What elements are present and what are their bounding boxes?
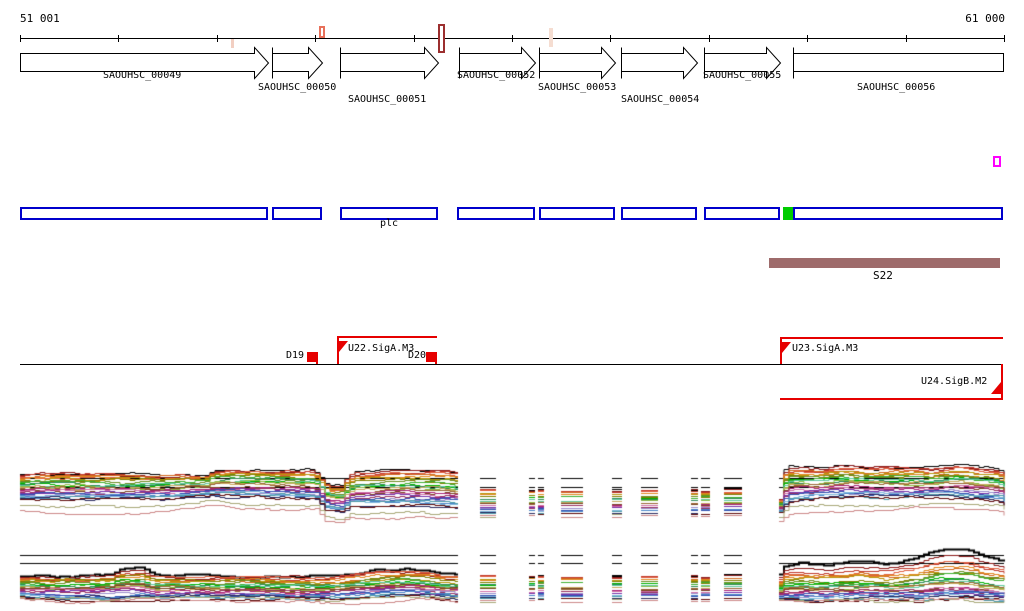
ruler-variant-mark[interactable] <box>319 26 325 38</box>
cds-box[interactable] <box>621 207 697 220</box>
gene-label-SAOUHSC_00055: SAOUHSC_00055 <box>703 70 782 81</box>
ruler-tick <box>20 35 21 42</box>
ruler-tick <box>906 35 907 42</box>
terminator-flag-D20[interactable] <box>426 352 437 362</box>
gene-label-SAOUHSC_00051: SAOUHSC_00051 <box>348 94 427 105</box>
promoter-pole <box>1001 364 1003 400</box>
feature-baseline <box>20 364 1001 365</box>
feature-label-U23.SigA.M3: U23.SigA.M3 <box>792 343 859 354</box>
gene-arrow-track <box>20 46 1004 80</box>
ruler-end-coordinate: 61 000 <box>965 12 1005 25</box>
gene-label-SAOUHSC_00049: SAOUHSC_00049 <box>103 70 182 81</box>
gene-arrow-SAOUHSC_00050[interactable] <box>272 46 324 80</box>
promoter-flag-U24.SigB.M2[interactable] <box>991 382 1001 394</box>
ruler-tick <box>414 35 415 42</box>
s22-rna-bar[interactable] <box>769 258 1000 268</box>
ruler-tick <box>1004 35 1005 42</box>
cds-box[interactable] <box>457 207 535 220</box>
feature-label-D19: D19 <box>286 350 305 361</box>
gene-label-SAOUHSC_00056: SAOUHSC_00056 <box>857 82 936 93</box>
feature-label-U22.SigA.M3: U22.SigA.M3 <box>348 343 415 354</box>
terminator-flag-D19[interactable] <box>307 352 318 362</box>
cds-box[interactable] <box>20 207 268 220</box>
ruler-variant-mark[interactable] <box>231 39 234 48</box>
gene-arrow-SAOUHSC_00056[interactable] <box>793 53 1004 72</box>
feature-label-U24.SigB.M2: U24.SigB.M2 <box>921 376 988 387</box>
cds-box[interactable] <box>793 207 1003 220</box>
terminator-pole <box>316 352 318 364</box>
s22-label: S22 <box>873 269 893 282</box>
ruler-tick <box>315 35 316 42</box>
gene-label-SAOUHSC_00052: SAOUHSC_00052 <box>457 70 536 81</box>
promoter-extent-line <box>780 337 1003 339</box>
ruler-tick <box>118 35 119 42</box>
gene-name-label-plc: plc <box>380 218 399 229</box>
ruler-tick <box>217 35 218 42</box>
promoter-flag-U23.SigA.M3[interactable] <box>782 342 791 353</box>
gene-label-SAOUHSC_00053: SAOUHSC_00053 <box>538 82 617 93</box>
cds-box[interactable] <box>539 207 615 220</box>
gene-arrow-SAOUHSC_00049[interactable] <box>20 46 270 80</box>
gene-arrow-SAOUHSC_00051[interactable] <box>340 46 440 80</box>
promoter-flag-U22.SigA.M3[interactable] <box>339 341 348 352</box>
gene-arrow-SAOUHSC_00055[interactable] <box>704 46 782 80</box>
gene-label-SAOUHSC_00054: SAOUHSC_00054 <box>621 94 700 105</box>
terminator-pole <box>435 352 437 364</box>
ruler-variant-mark[interactable] <box>549 28 553 47</box>
ruler-variant-mark[interactable] <box>438 24 445 53</box>
cds-box[interactable] <box>272 207 322 220</box>
ruler-tick <box>610 35 611 42</box>
ruler-tick <box>709 35 710 42</box>
promoter-extent-line <box>780 398 1003 400</box>
feature-label-D20: D20 <box>408 350 427 361</box>
cds-box[interactable] <box>340 207 438 220</box>
promoter-pole <box>780 337 782 364</box>
gene-arrow-SAOUHSC_00053[interactable] <box>539 46 617 80</box>
ruler-tick <box>807 35 808 42</box>
promoter-pole <box>337 336 339 364</box>
gene-label-SAOUHSC_00050: SAOUHSC_00050 <box>258 82 337 93</box>
magenta-marker[interactable] <box>993 156 1001 167</box>
cds-box[interactable] <box>704 207 780 220</box>
gene-arrow-SAOUHSC_00052[interactable] <box>459 46 537 80</box>
green-marker[interactable] <box>783 207 793 220</box>
gene-arrow-SAOUHSC_00054[interactable] <box>621 46 699 80</box>
ruler-tick <box>512 35 513 42</box>
ruler-start-coordinate: 51 001 <box>20 12 60 25</box>
promoter-extent-line <box>337 336 437 338</box>
